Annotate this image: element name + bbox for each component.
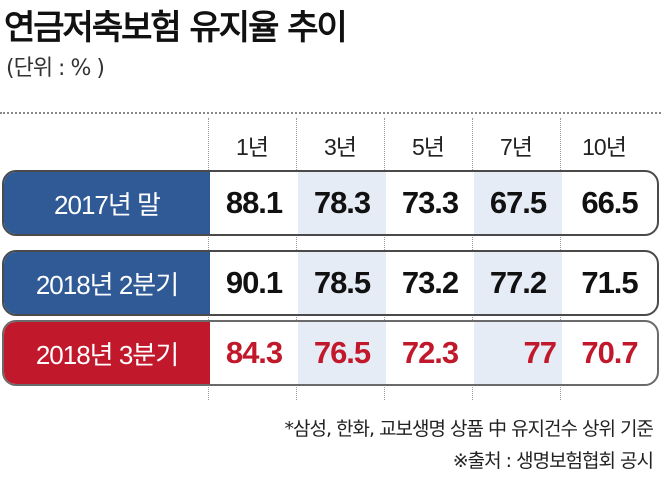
table-cell: 73.2 <box>401 265 459 300</box>
column-shade <box>298 322 386 384</box>
table-cell: 78.5 <box>313 265 371 300</box>
column-shade <box>474 252 562 314</box>
table-cell: 71.5 <box>581 265 638 300</box>
column-header-5y: 5년 <box>412 134 445 160</box>
table-cell: 88.1 <box>225 185 283 220</box>
table-row: 2018년 2분기 90.1 78.5 73.2 77.2 71.5 <box>2 250 659 316</box>
column-shade <box>298 172 386 234</box>
table-row: 2018년 3분기 84.3 76.5 72.3 77 70.7 <box>2 320 659 386</box>
row-label: 2018년 2분기 <box>4 252 210 314</box>
column-header-10y: 10년 <box>582 134 627 160</box>
table-cell: 78.3 <box>313 185 371 220</box>
unit-label: (단위 : % ) <box>6 56 105 81</box>
row-label: 2018년 3분기 <box>4 322 210 384</box>
column-shade <box>298 252 386 314</box>
row-label: 2017년 말 <box>4 172 210 234</box>
table-row: 2017년 말 88.1 78.3 73.3 67.5 66.5 <box>2 170 659 236</box>
footnote: *삼성, 한화, 교보생명 상품 中 유지건수 상위 기준 <box>284 418 654 440</box>
table-cell: 73.3 <box>401 185 459 220</box>
column-header-1y: 1년 <box>236 134 269 160</box>
column-header-7y: 7년 <box>500 134 533 160</box>
table-cell: 76.5 <box>313 335 371 370</box>
column-shade <box>474 322 562 384</box>
chart-title: 연금저축보험 유지율 추이 <box>4 8 348 48</box>
source-note: ※출처 : 생명보험협회 공시 <box>452 450 654 472</box>
column-header-3y: 3년 <box>324 134 357 160</box>
table-cell: 66.5 <box>581 185 638 220</box>
table-cell: 90.1 <box>225 265 283 300</box>
table-cell: 84.3 <box>225 335 283 370</box>
table-cell: 72.3 <box>401 335 459 370</box>
column-shade <box>474 172 562 234</box>
table-cell: 67.5 <box>489 185 547 220</box>
table-cell: 77.2 <box>489 265 547 300</box>
table-cell: 70.7 <box>581 335 638 370</box>
table-cell: 77 <box>523 335 557 370</box>
divider <box>0 112 661 114</box>
